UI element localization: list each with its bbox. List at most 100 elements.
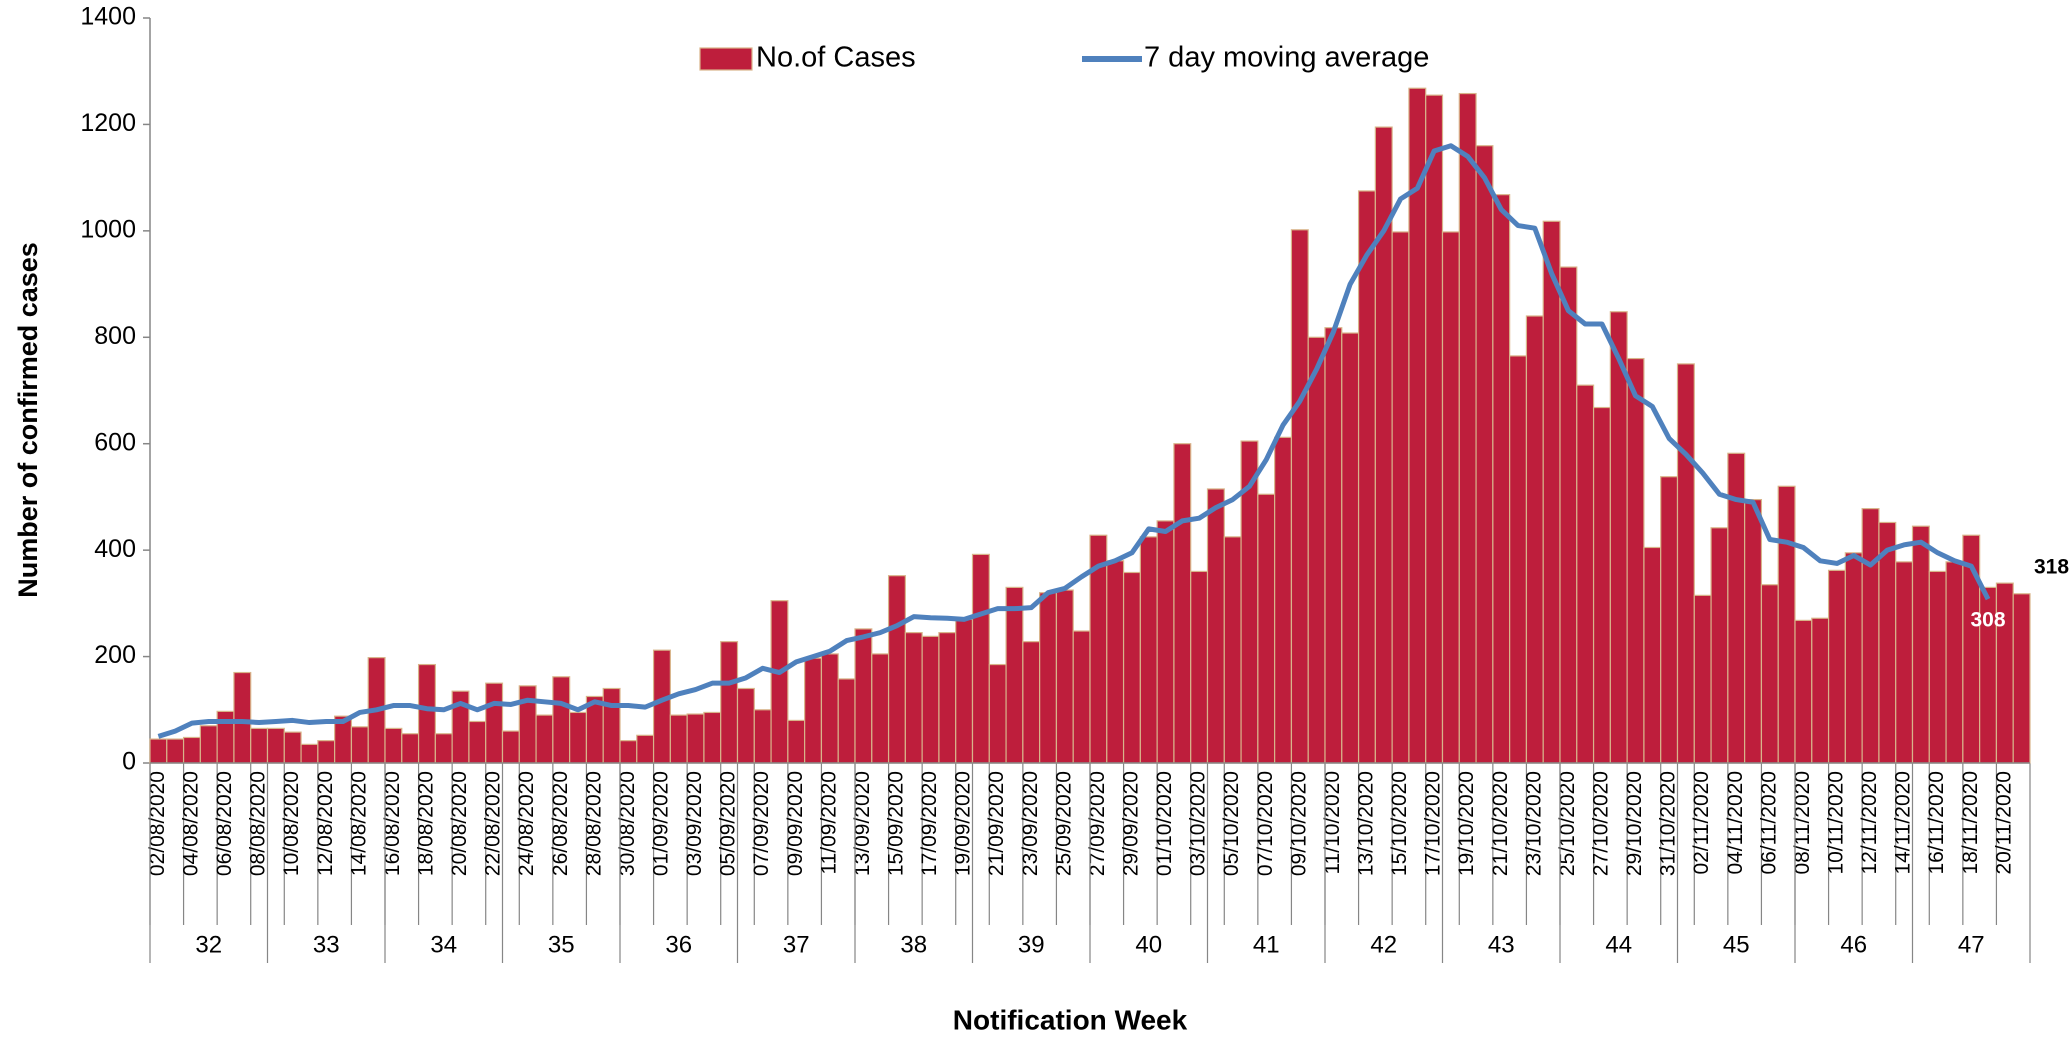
x-tick-label: 18/08/2020 bbox=[415, 771, 438, 876]
bar bbox=[1324, 327, 1343, 764]
line bbox=[157, 143, 1991, 739]
bar bbox=[1307, 336, 1326, 764]
bar bbox=[1911, 525, 1930, 764]
bar bbox=[1357, 190, 1376, 764]
bar bbox=[1710, 527, 1729, 764]
bar bbox=[1492, 194, 1511, 764]
x-tick-label: 25/09/2020 bbox=[1052, 771, 1075, 876]
bar bbox=[182, 736, 201, 764]
legend-label: 7 day moving average bbox=[1144, 42, 1429, 74]
y-tick-label: 600 bbox=[94, 428, 136, 456]
y-tick-label: 1200 bbox=[80, 109, 136, 137]
bar bbox=[1475, 145, 1494, 764]
week-label: 35 bbox=[548, 931, 575, 958]
legend-swatch bbox=[699, 47, 753, 71]
x-tick-label: 30/08/2020 bbox=[616, 771, 639, 876]
bar bbox=[1290, 229, 1309, 764]
bar bbox=[552, 676, 571, 764]
x-tick-label: 11/10/2020 bbox=[1321, 771, 1344, 875]
bar bbox=[1609, 311, 1628, 764]
x-tick-label: 28/08/2020 bbox=[582, 771, 605, 876]
bar bbox=[1106, 560, 1125, 764]
x-tick-label: 27/10/2020 bbox=[1590, 771, 1613, 876]
x-tick-label: 06/08/2020 bbox=[213, 771, 236, 876]
x-tick-label: 17/09/2020 bbox=[918, 771, 941, 876]
bar bbox=[988, 663, 1007, 764]
x-tick-label: 23/10/2020 bbox=[1522, 771, 1545, 876]
y-tick-label: 400 bbox=[94, 535, 136, 563]
bar bbox=[1794, 619, 1813, 764]
week-label: 32 bbox=[195, 931, 222, 958]
week-label: 46 bbox=[1840, 931, 1867, 958]
bar bbox=[350, 726, 369, 764]
x-tick-label: 08/11/2020 bbox=[1791, 771, 1814, 875]
week-label: 41 bbox=[1253, 931, 1280, 958]
bar bbox=[820, 653, 839, 764]
bar bbox=[1895, 561, 1914, 764]
bar bbox=[1676, 363, 1695, 764]
bar bbox=[770, 600, 789, 764]
legend-label: No.of Cases bbox=[756, 42, 916, 74]
bar bbox=[686, 713, 705, 764]
y-tick-label: 1400 bbox=[80, 3, 136, 31]
bar bbox=[871, 653, 890, 764]
x-tick-label: 21/09/2020 bbox=[985, 771, 1008, 876]
bar bbox=[1592, 406, 1611, 764]
bar bbox=[501, 730, 520, 764]
x-tick-label: 12/11/2020 bbox=[1858, 771, 1881, 875]
bar bbox=[283, 731, 302, 764]
bar bbox=[485, 682, 504, 764]
x-tick-label: 03/10/2020 bbox=[1187, 771, 1210, 876]
bar bbox=[736, 687, 755, 764]
bar bbox=[468, 720, 487, 764]
bar bbox=[317, 740, 336, 764]
bar bbox=[384, 727, 403, 764]
bar bbox=[2012, 593, 2031, 764]
bar bbox=[1693, 594, 1712, 764]
bar bbox=[1576, 384, 1595, 764]
x-tick-label: 04/08/2020 bbox=[180, 771, 203, 876]
week-label: 44 bbox=[1605, 931, 1632, 958]
x-tick-label: 17/10/2020 bbox=[1422, 771, 1445, 876]
x-tick-label: 25/10/2020 bbox=[1556, 771, 1579, 876]
bar bbox=[233, 671, 252, 764]
week-label: 43 bbox=[1488, 931, 1515, 958]
bar bbox=[300, 743, 319, 764]
bar bbox=[904, 632, 923, 764]
data-label: 308 bbox=[1971, 609, 2006, 632]
x-tick-label: 27/09/2020 bbox=[1086, 771, 1109, 876]
bar bbox=[938, 632, 957, 764]
week-label: 34 bbox=[430, 931, 457, 958]
x-tick-label: 10/08/2020 bbox=[280, 771, 303, 876]
bar bbox=[619, 740, 638, 764]
bar bbox=[652, 649, 671, 764]
x-tick-label: 06/11/2020 bbox=[1757, 771, 1780, 875]
x-tick-label: 13/10/2020 bbox=[1355, 771, 1378, 876]
bar bbox=[1559, 266, 1578, 764]
bar bbox=[636, 734, 655, 764]
bar bbox=[1458, 92, 1477, 764]
x-tick-label: 01/10/2020 bbox=[1153, 771, 1176, 876]
bar bbox=[1844, 552, 1863, 764]
bar bbox=[971, 553, 990, 764]
bar bbox=[837, 678, 856, 764]
bar bbox=[1156, 520, 1175, 764]
week-label: 36 bbox=[665, 931, 692, 958]
x-tick-label: 10/11/2020 bbox=[1825, 771, 1848, 875]
x-tick-label: 19/10/2020 bbox=[1455, 771, 1478, 876]
bar bbox=[1509, 355, 1528, 764]
bar bbox=[1425, 94, 1444, 764]
x-tick-label: 13/09/2020 bbox=[851, 771, 874, 876]
bar bbox=[569, 711, 588, 764]
x-tick-label: 05/10/2020 bbox=[1220, 771, 1243, 876]
bar bbox=[1122, 571, 1141, 764]
bar bbox=[1391, 231, 1410, 764]
week-label: 47 bbox=[1958, 931, 1985, 958]
x-tick-label: 07/09/2020 bbox=[750, 771, 773, 876]
x-tick-label: 15/10/2020 bbox=[1388, 771, 1411, 876]
week-label: 39 bbox=[1018, 931, 1045, 958]
x-tick-label: 19/09/2020 bbox=[952, 771, 975, 876]
data-label: 318 bbox=[2034, 555, 2069, 578]
x-tick-label: 23/09/2020 bbox=[1019, 771, 1042, 876]
